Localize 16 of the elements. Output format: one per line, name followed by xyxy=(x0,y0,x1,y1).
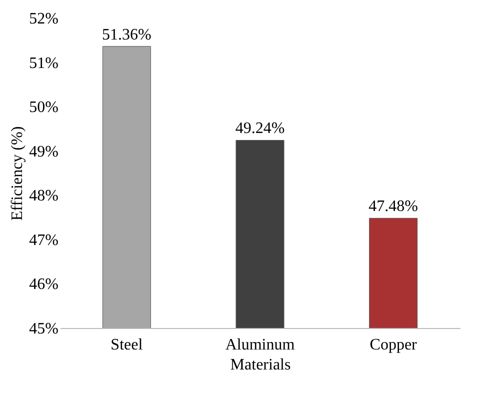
y-axis-title: Efficiency (%) xyxy=(9,126,26,221)
data-label: 49.24% xyxy=(235,120,285,138)
y-tick-label: 48% xyxy=(29,188,58,205)
y-tick-label: 46% xyxy=(29,276,58,294)
y-tick-label: 51% xyxy=(29,54,58,72)
x-tick-label: Aluminum xyxy=(225,336,296,354)
y-tick-label: 52% xyxy=(29,10,58,28)
x-axis-title: Materials xyxy=(230,356,291,374)
y-tick-label: 47% xyxy=(29,232,58,249)
x-tick-label: Copper xyxy=(370,336,418,354)
x-tick-label: Steel xyxy=(110,336,144,354)
data-label: 47.48% xyxy=(368,198,418,216)
y-tick-label: 49% xyxy=(29,143,58,160)
y-tick-label: 45% xyxy=(29,320,58,338)
y-tick-label: 50% xyxy=(29,99,58,116)
data-label: 51.36% xyxy=(102,26,152,44)
